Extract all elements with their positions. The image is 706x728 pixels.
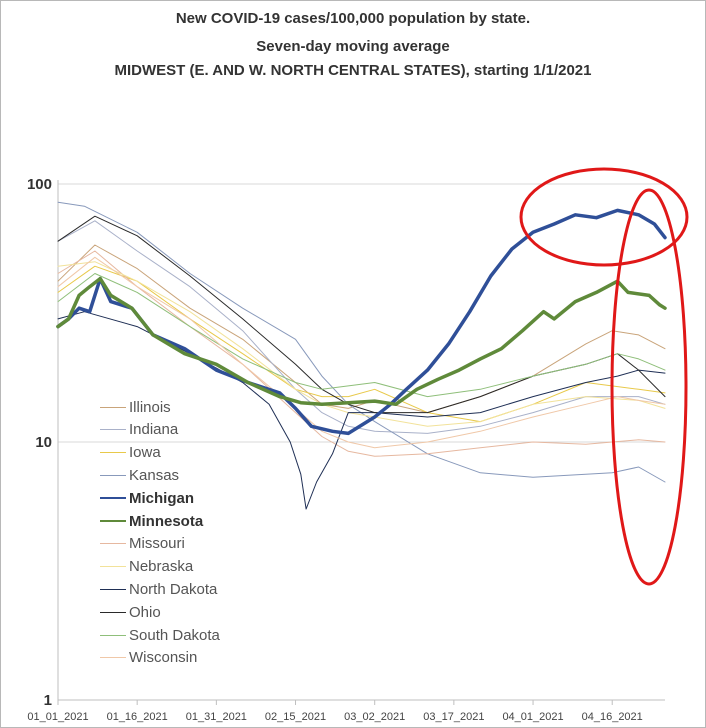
legend-swatch-michigan [100,497,126,500]
series-line-minnesota [56,276,667,407]
series-line-ohio [57,215,666,414]
legend-label-minnesota: Minnesota [129,512,204,530]
legend-label-illinois: Illinois [129,398,171,416]
legend-swatch-ohio [100,611,126,613]
y-tick-label-1: 1 [44,692,52,709]
x-tick-label-03_17_2021: 03_17_2021 [423,711,484,723]
legend-swatch-indiana [100,429,126,431]
legend-swatch-south-dakota [100,634,126,636]
legend-label-iowa: Iowa [129,444,161,462]
legend-label-ohio: Ohio [129,603,161,621]
legend-label-kansas: Kansas [129,466,180,484]
legend-label-wisconsin: Wisconsin [129,649,198,667]
legend-item-south-dakota: South Dakota [100,624,220,646]
annotation-ellipse-michigan-peak [519,167,689,267]
legend-item-missouri: Missouri [100,533,185,555]
legend-item-indiana: Indiana [100,419,178,441]
legend-label-missouri: Missouri [129,535,185,553]
x-tick-label-01_31_2021: 01_31_2021 [186,711,247,723]
legend-label-north-dakota: North Dakota [129,580,218,598]
y-tick-label-10: 10 [35,434,52,451]
legend-swatch-illinois [100,406,126,408]
legend-item-kansas: Kansas [100,464,179,486]
chart-title: New COVID-19 cases/100,000 population by… [175,10,531,27]
chart-subtitle: Seven-day moving average [256,38,450,55]
series-line-illinois [57,244,666,414]
legend-swatch-missouri [100,543,126,545]
legend-item-michigan: Michigan [100,487,194,509]
legend-swatch-nebraska [100,566,126,568]
legend-label-michigan: Michigan [129,489,195,507]
legend-swatch-kansas [100,474,126,476]
x-tick-label-01_01_2021: 01_01_2021 [27,711,88,723]
x-tick-label-04_16_2021: 04_16_2021 [582,711,643,723]
series-line-wisconsin [57,256,666,449]
legend-label-south-dakota: South Dakota [129,626,220,644]
legend-swatch-north-dakota [100,588,126,590]
chart-subtitle-region: MIDWEST (E. AND W. NORTH CENTRAL STATES)… [114,62,592,79]
legend-swatch-wisconsin [100,657,126,659]
x-tick-label-01_16_2021: 01_16_2021 [107,711,168,723]
legend-item-iowa: Iowa [100,442,161,464]
legend-item-ohio: Ohio [100,601,161,623]
legend-item-minnesota: Minnesota [100,510,203,532]
series-line-michigan [56,208,667,436]
series-line-missouri [57,250,666,457]
legend-item-north-dakota: North Dakota [100,578,217,600]
legend-label-indiana: Indiana [129,421,179,439]
series-line-iowa [57,265,666,423]
annotation-ellipse-final-values [610,188,688,586]
series-line-south-dakota [57,273,666,398]
legend-swatch-minnesota [100,520,126,522]
x-tick-label-04_01_2021: 04_01_2021 [502,711,563,723]
legend-label-nebraska: Nebraska [129,558,194,576]
x-tick-label-03_02_2021: 03_02_2021 [344,711,405,723]
series-line-indiana [57,220,666,434]
legend-item-wisconsin: Wisconsin [100,647,197,669]
x-tick-label-02_15_2021: 02_15_2021 [265,711,326,723]
legend-swatch-iowa [100,452,126,454]
legend-item-illinois: Illinois [100,396,171,418]
legend-item-nebraska: Nebraska [100,556,193,578]
y-tick-label-100: 100 [27,176,52,193]
